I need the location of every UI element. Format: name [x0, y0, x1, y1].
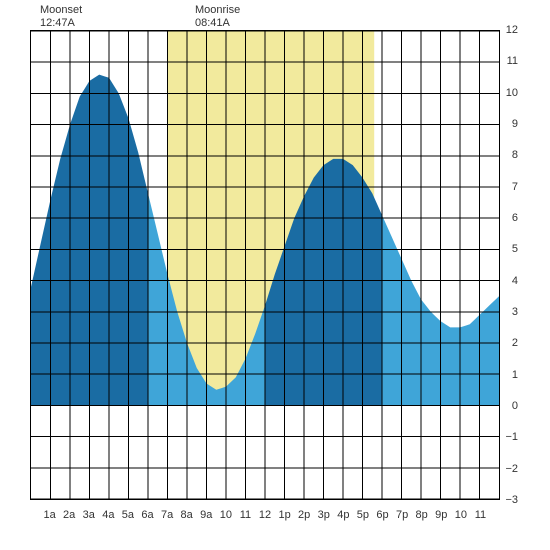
tide-chart: Moonset 12:47A Moonrise 08:41A 121110987…	[0, 0, 550, 550]
x-tick-label: 8p	[416, 509, 428, 521]
y-tick-label: 0	[512, 400, 518, 412]
y-tick-label: 1	[512, 369, 518, 381]
y-tick-label: 3	[512, 306, 518, 318]
x-tick-label: 2a	[63, 509, 75, 521]
x-tick-label: 8a	[181, 509, 193, 521]
moonset-label: Moonset 12:47A	[40, 4, 82, 30]
y-tick-label: 11	[507, 55, 518, 67]
moonrise-time: 08:41A	[195, 17, 240, 30]
y-tick-label: 10	[506, 87, 518, 99]
x-tick-label: 5p	[357, 509, 369, 521]
x-tick-label: 6a	[141, 509, 153, 521]
x-tick-label: 3a	[83, 509, 95, 521]
moonrise-label: Moonrise 08:41A	[195, 4, 240, 30]
y-tick-label: −1	[505, 431, 518, 443]
moonset-title: Moonset	[40, 4, 82, 17]
x-tick-label: 4a	[102, 509, 114, 521]
x-tick-label: 11	[240, 509, 251, 521]
grid-layer	[31, 31, 499, 499]
x-tick-label: 6p	[376, 509, 388, 521]
moonset-time: 12:47A	[40, 17, 82, 30]
x-tick-label: 2p	[298, 509, 310, 521]
y-tick-label: 8	[512, 149, 518, 161]
y-tick-label: 4	[512, 275, 518, 287]
plot-area	[30, 30, 500, 500]
x-tick-label: 12	[259, 509, 271, 521]
y-tick-label: 12	[506, 24, 518, 36]
y-tick-label: −2	[505, 463, 518, 475]
x-tick-label: 1p	[278, 509, 290, 521]
y-tick-label: 9	[512, 118, 518, 130]
x-tick-label: 10	[455, 509, 467, 521]
y-tick-label: 5	[512, 243, 518, 255]
x-tick-label: 1a	[43, 509, 55, 521]
x-tick-label: 5a	[122, 509, 134, 521]
x-tick-label: 3p	[318, 509, 330, 521]
x-tick-label: 9p	[435, 509, 447, 521]
y-tick-label: 6	[512, 212, 518, 224]
x-tick-label: 7p	[396, 509, 408, 521]
y-tick-label: 2	[512, 337, 518, 349]
x-tick-label: 10	[220, 509, 232, 521]
y-tick-label: 7	[512, 181, 518, 193]
x-tick-label: 11	[475, 509, 486, 521]
x-tick-label: 7a	[161, 509, 173, 521]
moonrise-title: Moonrise	[195, 4, 240, 17]
x-tick-label: 4p	[337, 509, 349, 521]
y-tick-label: −3	[505, 494, 518, 506]
x-tick-label: 9a	[200, 509, 212, 521]
